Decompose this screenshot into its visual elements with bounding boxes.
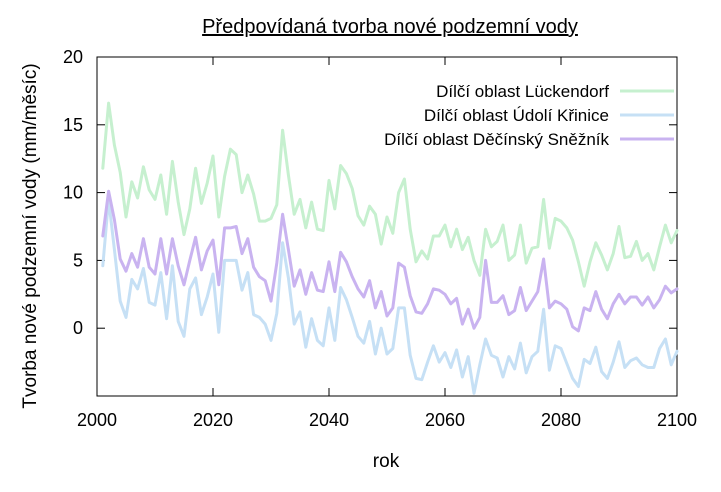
x-axis: 2000 2020 2040 2060 2080 2100 [77,57,697,430]
x-axis-title: rok [373,451,400,472]
series-line-2 [101,197,679,395]
legend-label-2: Dílčí oblast Údolí Křinice [424,106,609,125]
x-tick-label: 2040 [309,410,349,430]
plot-area [96,56,678,397]
x-tick-label: 2100 [657,410,697,430]
series-line-3 [101,189,679,333]
x-tick-label: 2000 [77,410,117,430]
series-lines [101,101,679,395]
chart-title: Předpovídaná tvorba nové podzemní vody [202,16,578,38]
x-tick-label: 2080 [541,410,581,430]
legend-label-3: Dílčí oblast Děčínský Sněžník [384,130,609,149]
y-tick-label: 20 [63,47,83,67]
x-tick-label: 2060 [425,410,465,430]
y-tick-label: 5 [73,250,83,270]
y-axis: 0 5 10 15 20 [63,47,677,338]
y-tick-label: 10 [63,183,83,203]
plot-border [96,56,678,397]
legend: Dílčí oblast Lückendorf Dílčí oblast Údol… [384,82,674,149]
y-axis-title: Tvorba nové podzemní vody (mm/měsíc) [20,63,41,408]
y-tick-label: 15 [63,115,83,135]
y-tick-label: 0 [73,318,83,338]
series-line-1 [101,101,679,288]
legend-label-1: Dílčí oblast Lückendorf [436,82,609,101]
x-tick-label: 2020 [193,410,233,430]
